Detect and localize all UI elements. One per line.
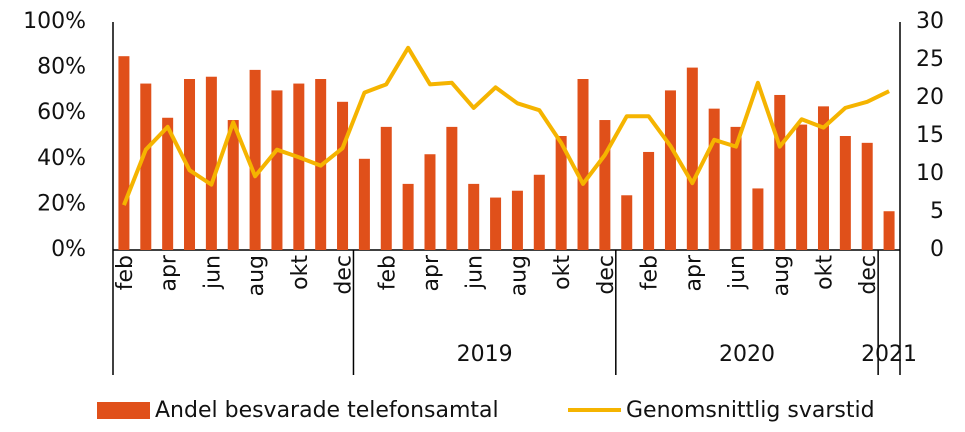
bar [533, 174, 545, 250]
bar [817, 106, 829, 250]
y-tick-label: 40% [37, 146, 86, 171]
x-tick-label: dec [594, 255, 619, 295]
line [122, 45, 890, 206]
bar [664, 90, 676, 251]
legend-label: Genomsnittlig svarstid [626, 398, 875, 423]
y2-tick-label: 20 [916, 85, 944, 110]
bar [446, 126, 458, 250]
x-tick-label: jun [463, 255, 488, 290]
bar [140, 83, 152, 250]
group-label: 2019 [457, 342, 513, 367]
legend-swatch [97, 402, 150, 419]
bar [643, 151, 655, 250]
x-tick-label: jun [725, 255, 750, 290]
bar [490, 197, 502, 250]
bar [227, 120, 239, 250]
x-tick-label: apr [681, 254, 706, 291]
x-tick-label: aug [244, 255, 269, 296]
x-tick-label: feb [113, 255, 138, 290]
x-tick-label: jun [200, 255, 225, 290]
y2-tick-label: 25 [916, 47, 944, 72]
bar [511, 190, 523, 250]
bar [599, 120, 611, 250]
y2-tick-label: 15 [916, 123, 944, 148]
bar [730, 126, 742, 250]
bar [380, 126, 392, 250]
bar [774, 94, 786, 251]
bar [293, 83, 305, 250]
x-tick-label: feb [638, 255, 663, 290]
group-label: 2021 [861, 342, 917, 367]
bar [796, 124, 808, 250]
bar [205, 76, 217, 250]
bar [358, 158, 370, 250]
bar [752, 188, 764, 250]
group-label: 2020 [719, 342, 775, 367]
x-tick-label: apr [157, 254, 182, 291]
bar [184, 79, 196, 250]
bar [555, 136, 567, 250]
bar [577, 79, 589, 250]
bar [686, 67, 698, 250]
bar [839, 136, 851, 250]
bar [271, 90, 283, 251]
bar [883, 211, 895, 250]
bar [621, 195, 633, 250]
bar [424, 154, 436, 250]
bar [861, 142, 873, 250]
y-tick-label: 100% [23, 9, 86, 34]
x-tick-label: dec [856, 255, 881, 295]
y-tick-label: 0% [51, 237, 86, 262]
bar [708, 108, 720, 250]
y2-tick-label: 0 [930, 237, 944, 262]
y2-tick-label: 10 [916, 161, 944, 186]
y-tick-label: 80% [37, 55, 86, 80]
x-tick-label: apr [419, 254, 444, 291]
bar [162, 117, 174, 250]
bar [249, 69, 261, 250]
y2-tick-label: 5 [930, 199, 944, 224]
bar [402, 183, 414, 250]
bar [468, 183, 480, 250]
x-tick-label: aug [506, 255, 531, 296]
bar [118, 56, 130, 251]
x-tick-label: aug [769, 255, 794, 296]
bar [337, 101, 349, 250]
x-tick-label: okt [550, 255, 575, 290]
x-tick-label: feb [375, 255, 400, 290]
x-tick-label: okt [288, 255, 313, 290]
y-tick-label: 60% [37, 100, 86, 125]
x-tick-label: dec [332, 255, 357, 295]
y-tick-label: 20% [37, 191, 86, 216]
y2-tick-label: 30 [916, 9, 944, 34]
legend-label: Andel besvarade telefonsamtal [155, 398, 499, 423]
x-tick-label: okt [812, 255, 837, 290]
